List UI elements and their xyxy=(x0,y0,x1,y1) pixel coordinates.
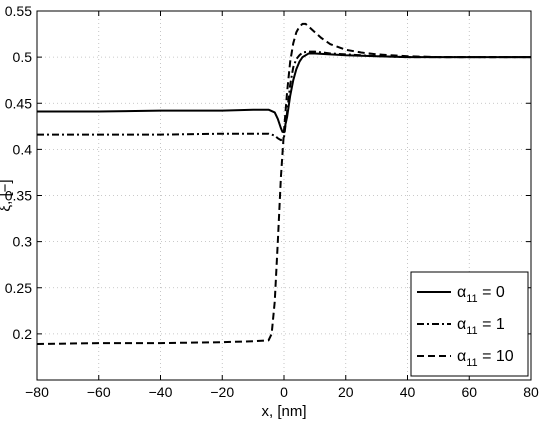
y-tick-label: 0.25 xyxy=(5,280,32,296)
y-tick-label: 0.5 xyxy=(13,49,33,65)
legend-label-2: α11 = 1 xyxy=(457,316,505,337)
x-tick-label: 40 xyxy=(400,384,416,400)
legend-symbol: α xyxy=(457,284,466,301)
y-tick-label: 0.55 xyxy=(5,3,32,19)
series-line-1 xyxy=(37,52,531,133)
y-tick-label: 0.45 xyxy=(5,95,32,111)
x-axis-label: x, [nm] xyxy=(261,403,306,420)
legend-value: = 0 xyxy=(478,284,505,301)
ticks: −80 −60 −40 −20 0 20 40 60 80 0.2 0.25 0.3 0.35 0.4 0.… xyxy=(5,3,539,400)
legend-value: = 1 xyxy=(478,316,505,333)
y-tick-label: 0.2 xyxy=(13,326,33,342)
legend-label-1: α11 = 0 xyxy=(457,284,505,305)
series-line-2 xyxy=(37,50,531,142)
series-line-3 xyxy=(36,22,531,346)
legend-subscript: 11 xyxy=(466,293,477,305)
grid xyxy=(37,11,531,380)
y-tick-label: 0.4 xyxy=(13,141,33,157)
y-axis-label: ξ, [−] xyxy=(0,179,14,211)
legend-symbol: α xyxy=(457,348,466,365)
legend-value: = 10 xyxy=(478,348,514,365)
series-layer xyxy=(36,22,531,346)
x-tick-label: 0 xyxy=(280,384,288,400)
y-tick-label: 0.35 xyxy=(5,188,32,204)
legend-box xyxy=(410,271,529,377)
x-tick-label: −40 xyxy=(149,384,173,400)
legend-symbol: α xyxy=(457,316,466,333)
x-tick-label: −20 xyxy=(210,384,234,400)
x-tick-label: 60 xyxy=(461,384,477,400)
legend-subscript: 11 xyxy=(466,357,477,369)
legend-subscript: 11 xyxy=(466,325,477,337)
y-tick-label: 0.3 xyxy=(13,234,33,250)
x-tick-label: 80 xyxy=(523,384,539,400)
legend-label-3: α11 = 10 xyxy=(457,348,514,369)
x-tick-label: 20 xyxy=(338,384,354,400)
x-tick-label: −60 xyxy=(87,384,111,400)
x-tick-label: −80 xyxy=(25,384,49,400)
